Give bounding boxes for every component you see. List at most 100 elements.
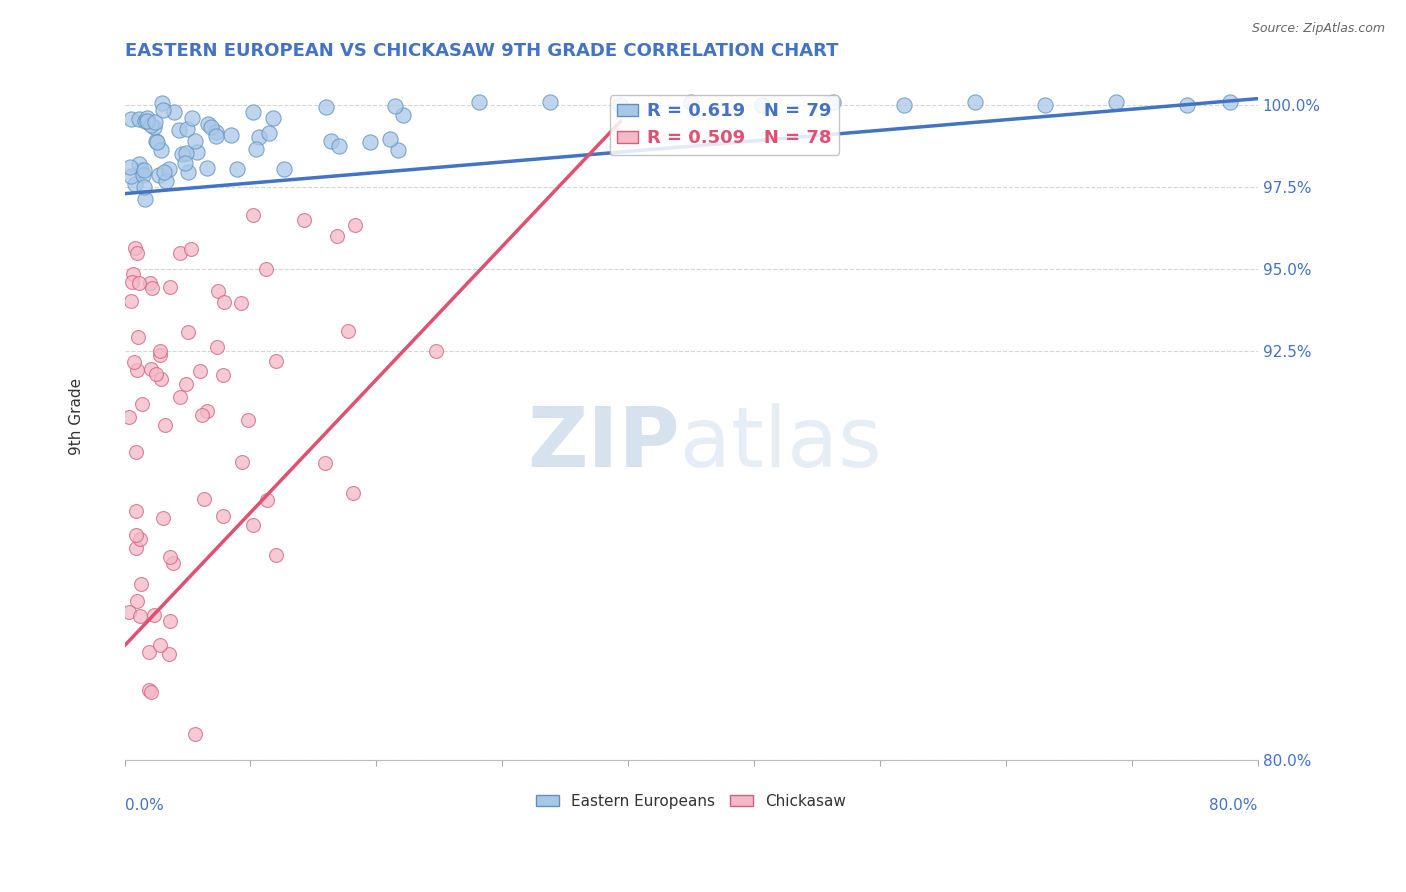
Point (167, 123, 190, 137)
Point (145, 115, 167, 129)
Point (155, 174, 177, 188)
Point (197, 116, 219, 130)
Text: ZIP: ZIP (527, 403, 681, 484)
Point (200, 120, 222, 134)
Point (391, 108, 413, 122)
Point (314, 456, 336, 470)
Point (145, 134, 167, 148)
Point (120, 112, 142, 127)
Point (145, 135, 167, 149)
Point (176, 164, 198, 178)
Point (139, 118, 162, 132)
Point (148, 168, 170, 182)
Point (143, 608, 166, 623)
Point (229, 296, 252, 310)
Point (467, 95, 489, 109)
Point (205, 340, 228, 354)
Point (127, 594, 149, 608)
Point (120, 293, 142, 308)
Point (242, 105, 264, 120)
Point (207, 284, 229, 298)
Point (135, 114, 157, 128)
Point (1105, 95, 1128, 109)
Point (124, 177, 146, 191)
Text: 0.0%: 0.0% (125, 798, 163, 814)
Text: EASTERN EUROPEAN VS CHICKASAW 9TH GRADE CORRELATION CHART: EASTERN EUROPEAN VS CHICKASAW 9TH GRADE … (125, 42, 838, 60)
Point (150, 96, 173, 111)
Point (262, 112, 284, 126)
Point (273, 161, 295, 176)
Point (152, 103, 174, 118)
Point (328, 139, 350, 153)
Point (153, 418, 176, 433)
Point (131, 397, 153, 411)
Point (219, 128, 242, 142)
Point (117, 409, 139, 424)
Point (138, 683, 160, 698)
Point (149, 348, 172, 362)
Point (145, 367, 167, 381)
Point (425, 343, 447, 358)
Point (247, 129, 270, 144)
Point (1033, 98, 1056, 112)
Point (118, 160, 141, 174)
Point (1218, 95, 1240, 109)
Point (195, 403, 218, 417)
Point (336, 324, 359, 338)
Point (226, 161, 249, 176)
Point (1175, 98, 1198, 112)
Point (319, 134, 342, 148)
Point (136, 111, 159, 125)
Point (169, 246, 191, 260)
Point (125, 541, 148, 555)
Point (124, 241, 146, 255)
Point (162, 105, 184, 120)
Point (359, 136, 381, 150)
Point (204, 125, 226, 139)
Point (162, 556, 184, 570)
Point (125, 445, 148, 459)
Text: atlas: atlas (681, 403, 882, 484)
Point (254, 262, 277, 277)
Point (129, 577, 152, 591)
Point (157, 161, 180, 176)
Point (326, 229, 349, 244)
Point (242, 518, 264, 533)
Point (132, 163, 155, 178)
Text: 9th Grade: 9th Grade (69, 378, 84, 455)
Point (181, 111, 204, 125)
Point (205, 128, 228, 143)
Point (141, 361, 163, 376)
Point (231, 455, 253, 469)
Point (149, 638, 172, 652)
Point (139, 685, 162, 699)
Point (152, 511, 174, 525)
Point (821, 95, 844, 109)
Point (212, 509, 235, 524)
Point (121, 275, 143, 289)
Point (184, 134, 207, 148)
Point (139, 277, 162, 291)
Point (751, 98, 773, 112)
Point (681, 95, 703, 109)
Point (180, 243, 202, 257)
Point (125, 527, 148, 541)
Point (134, 114, 156, 128)
Point (129, 608, 152, 623)
Point (118, 605, 141, 619)
Point (190, 364, 212, 378)
Point (211, 368, 233, 382)
Point (266, 548, 288, 562)
Legend: Eastern Europeans, Chickasaw: Eastern Europeans, Chickasaw (530, 788, 852, 814)
Point (120, 169, 142, 183)
Point (176, 122, 198, 136)
Point (141, 281, 163, 295)
Point (264, 353, 287, 368)
Point (378, 132, 401, 146)
Point (129, 533, 152, 547)
Point (134, 192, 156, 206)
Point (132, 168, 155, 182)
Point (186, 145, 208, 160)
Point (176, 145, 198, 160)
Point (256, 493, 278, 508)
